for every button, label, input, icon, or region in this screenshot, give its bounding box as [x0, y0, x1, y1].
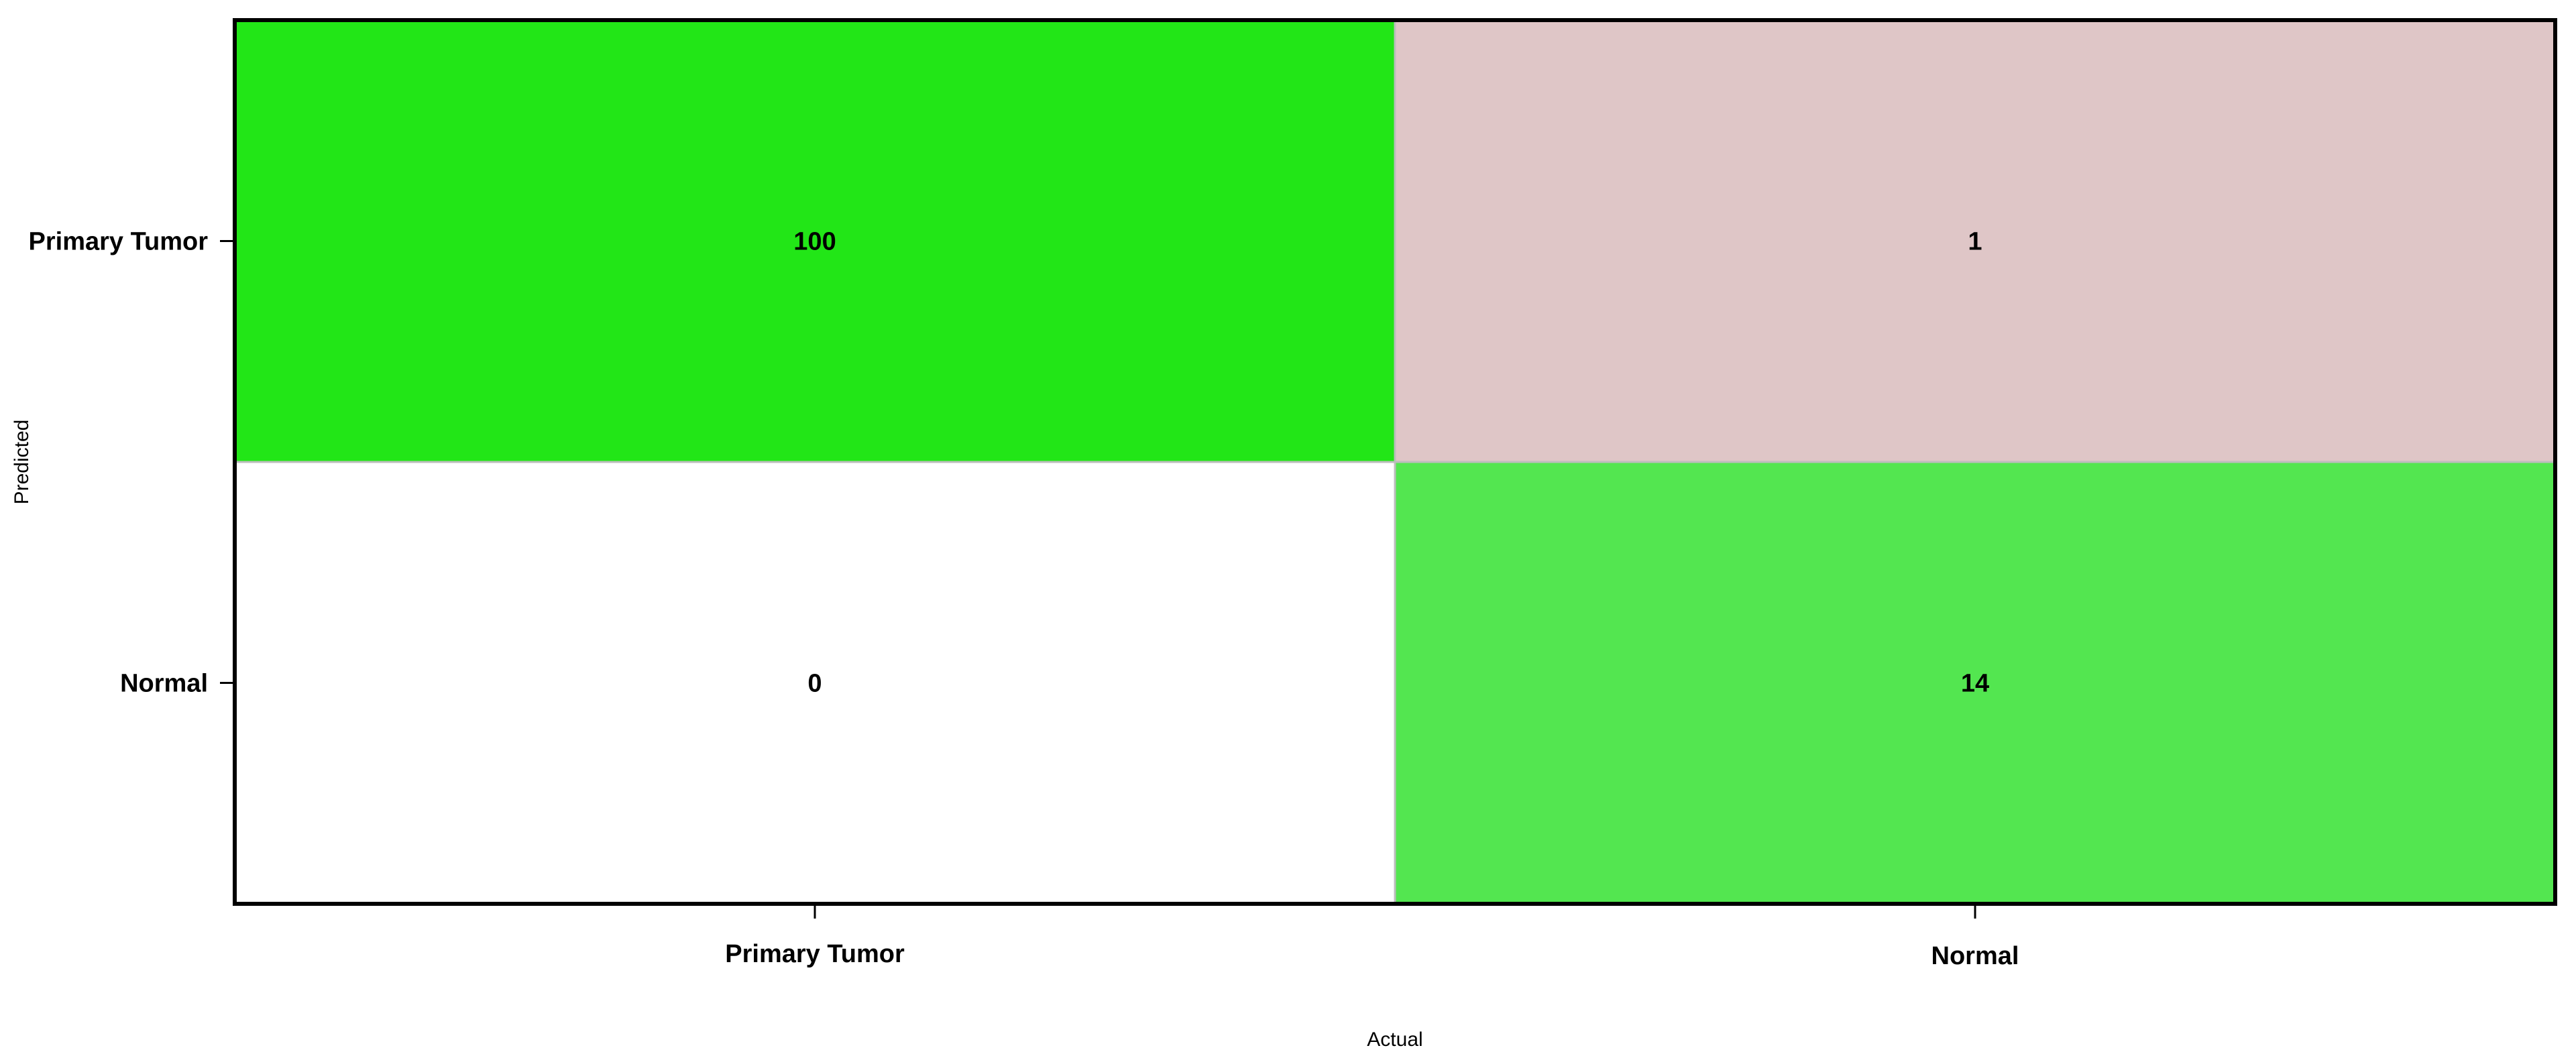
heatmap-cell-r0-c1: [1394, 19, 2557, 463]
cell-value-r1-c1: 14: [1961, 670, 1989, 698]
heatmap-cell-r0-c0: [233, 19, 1396, 463]
cell-value-r0-c1: 1: [1968, 228, 1982, 256]
cell-value-r1-c0: 0: [807, 670, 822, 698]
cell-value-labels: 100 1 0 14: [793, 228, 1989, 698]
y-tick-label: Normal: [120, 670, 208, 698]
plot-frame: [233, 18, 2557, 906]
y-tick-label: Primary Tumor: [29, 228, 209, 256]
heatmap-cell-r1-c0: [233, 461, 1396, 905]
y-axis: Primary Tumor Normal: [29, 228, 233, 698]
cell-value-r0-c0: 100: [793, 228, 836, 256]
x-tick-label: Primary Tumor: [725, 940, 905, 968]
y-axis-title: Predicted: [11, 420, 33, 505]
x-axis: Primary Tumor Normal: [725, 906, 2019, 970]
x-axis-title: Actual: [1367, 1029, 1422, 1051]
heatmap-cell-r1-c1: [1394, 461, 2557, 905]
heatmap-cells: [233, 19, 2557, 905]
x-tick-label: Normal: [1931, 942, 2019, 970]
